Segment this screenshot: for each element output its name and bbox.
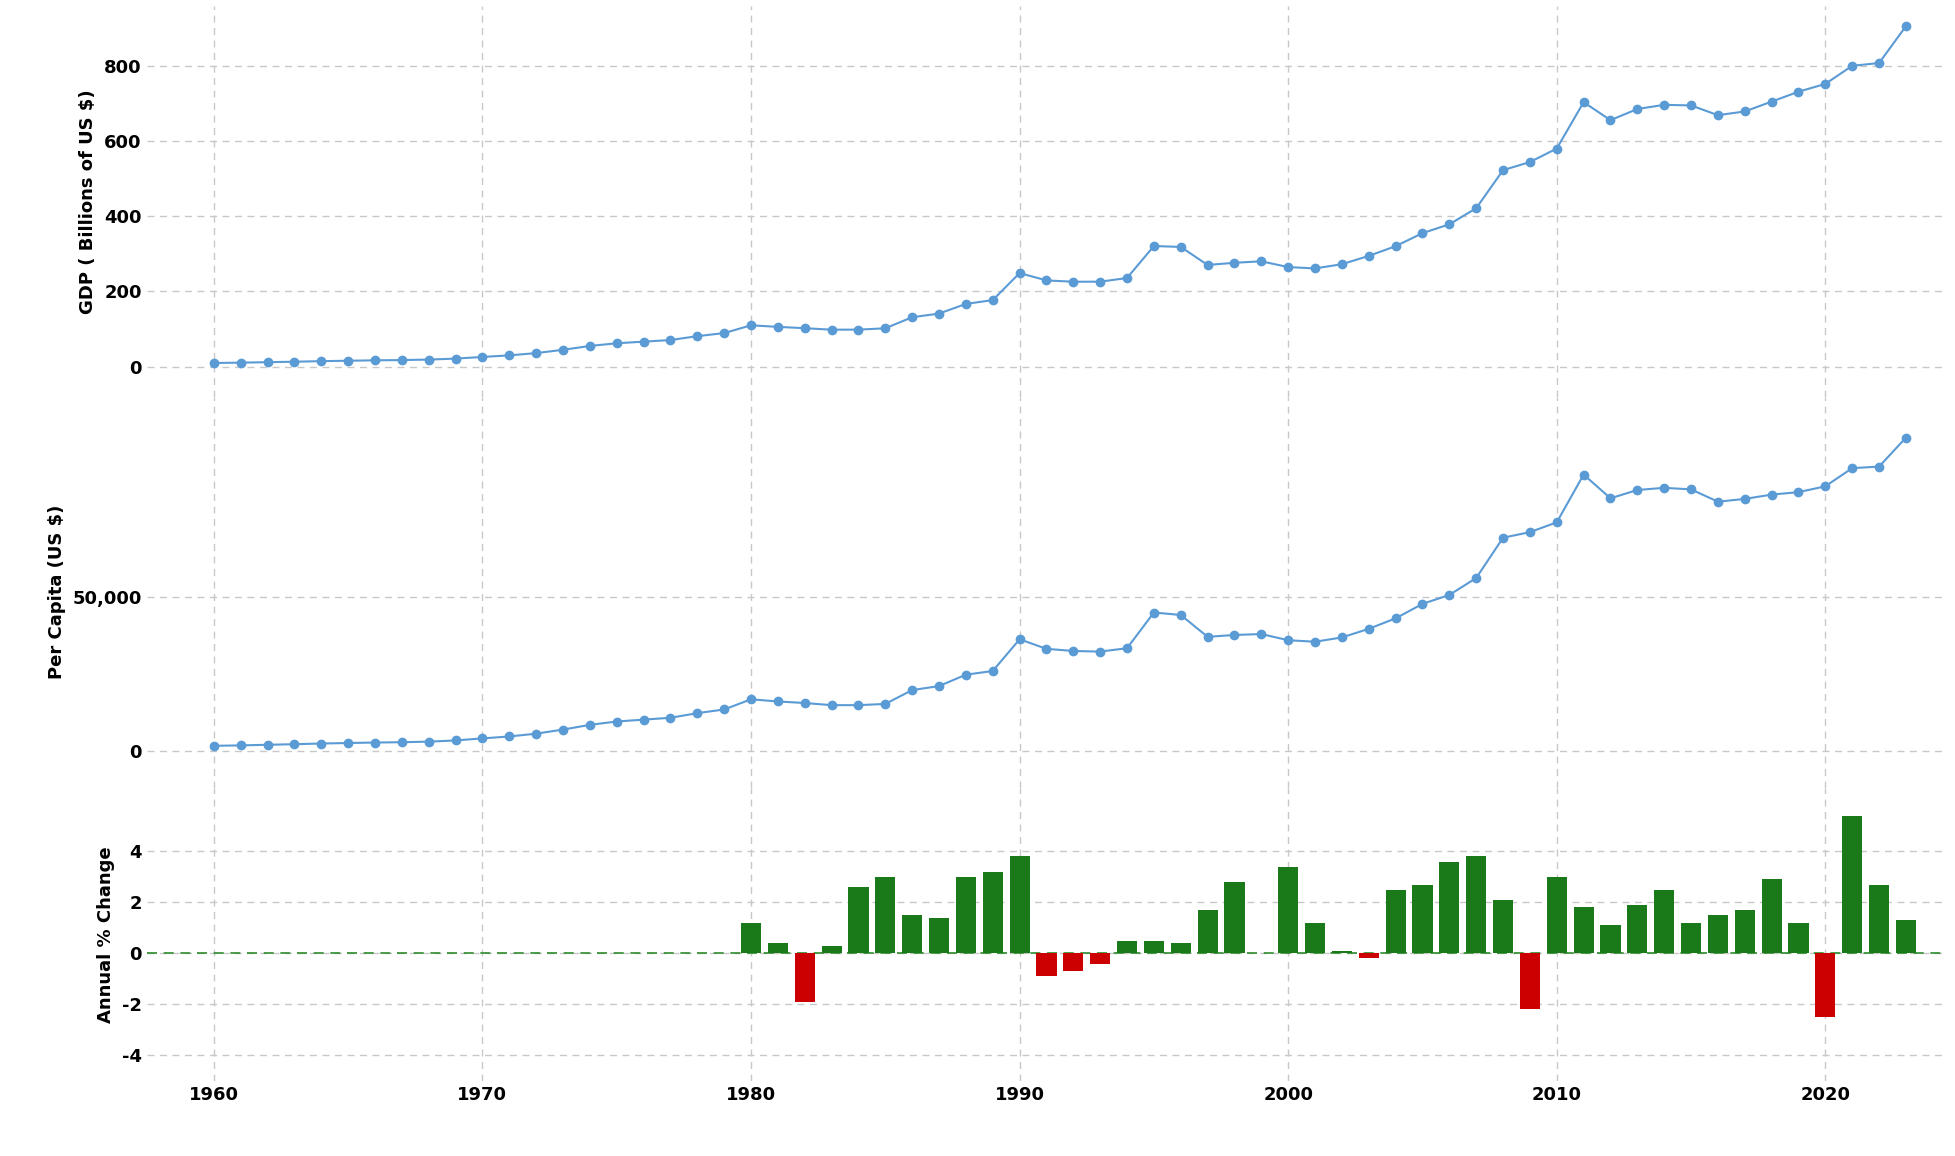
Bar bbox=[1654, 890, 1673, 954]
Bar bbox=[1627, 905, 1646, 954]
Bar bbox=[1466, 857, 1486, 954]
Bar bbox=[1196, 910, 1218, 954]
Y-axis label: Annual % Change: Annual % Change bbox=[98, 846, 115, 1023]
Bar bbox=[1277, 867, 1298, 954]
Bar bbox=[1519, 954, 1539, 1009]
Bar bbox=[1304, 922, 1324, 954]
Bar bbox=[1894, 920, 1916, 954]
Bar bbox=[1359, 954, 1378, 958]
Bar bbox=[1842, 816, 1861, 954]
Bar bbox=[1546, 877, 1566, 954]
Bar bbox=[929, 918, 948, 954]
Bar bbox=[1412, 884, 1431, 954]
Bar bbox=[1064, 954, 1083, 971]
Bar bbox=[1572, 907, 1593, 954]
Bar bbox=[768, 943, 788, 954]
Bar bbox=[1707, 916, 1726, 954]
Y-axis label: Per Capita (US $): Per Capita (US $) bbox=[47, 505, 65, 680]
Bar bbox=[821, 946, 841, 954]
Bar bbox=[901, 916, 921, 954]
Bar bbox=[1089, 954, 1110, 964]
Bar bbox=[1171, 943, 1191, 954]
Bar bbox=[1036, 954, 1056, 977]
Bar bbox=[1679, 922, 1701, 954]
Bar bbox=[1869, 884, 1889, 954]
Bar bbox=[741, 922, 760, 954]
Bar bbox=[1787, 922, 1808, 954]
Bar bbox=[1331, 951, 1351, 954]
Bar bbox=[1814, 954, 1834, 1017]
Bar bbox=[1761, 880, 1781, 954]
Bar bbox=[1439, 861, 1458, 954]
Bar bbox=[1384, 890, 1406, 954]
Bar bbox=[1116, 941, 1136, 954]
Bar bbox=[956, 877, 976, 954]
Bar bbox=[874, 877, 895, 954]
Bar bbox=[1734, 910, 1754, 954]
Y-axis label: GDP ( Billions of US $): GDP ( Billions of US $) bbox=[80, 89, 98, 313]
Bar bbox=[1144, 941, 1163, 954]
Bar bbox=[981, 872, 1003, 954]
Bar bbox=[848, 887, 868, 954]
Bar bbox=[794, 954, 815, 1002]
Bar bbox=[1492, 899, 1513, 954]
Bar bbox=[1599, 925, 1621, 954]
Bar bbox=[1224, 882, 1243, 954]
Bar bbox=[1009, 857, 1028, 954]
